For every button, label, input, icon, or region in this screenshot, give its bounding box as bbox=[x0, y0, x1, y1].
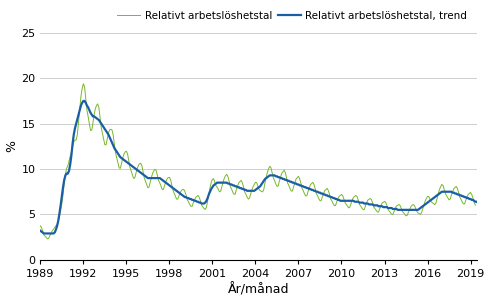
Relativt arbetslöshetstal, trend bbox=[81, 99, 86, 103]
Relativt arbetslöshetstal, trend bbox=[53, 228, 59, 232]
Relativt arbetslöshetstal bbox=[455, 187, 461, 190]
Relativt arbetslöshetstal bbox=[37, 224, 43, 228]
Relativt arbetslöshetstal bbox=[412, 207, 418, 210]
Relativt arbetslöshetstal bbox=[132, 176, 137, 180]
Relativt arbetslöshetstal bbox=[45, 237, 51, 241]
Relativt arbetslöshetstal, trend bbox=[474, 200, 480, 204]
Relativt arbetslöshetstal, trend bbox=[469, 198, 475, 202]
Relativt arbetslöshetstal bbox=[216, 188, 221, 191]
Relativt arbetslöshetstal bbox=[159, 188, 165, 191]
Relativt arbetslöshetstal bbox=[213, 184, 219, 188]
Relativt arbetslöshetstal bbox=[472, 203, 478, 207]
Relativt arbetslöshetstal, trend bbox=[488, 209, 491, 213]
Relativt arbetslöshetstal, trend bbox=[318, 192, 324, 195]
Line: Relativt arbetslöshetstal, trend: Relativt arbetslöshetstal, trend bbox=[40, 101, 491, 233]
X-axis label: År/månad: År/månad bbox=[228, 283, 289, 297]
Y-axis label: %: % bbox=[5, 140, 19, 152]
Relativt arbetslöshetstal, trend bbox=[37, 229, 43, 233]
Relativt arbetslöshetstal, trend bbox=[41, 232, 47, 235]
Relativt arbetslöshetstal bbox=[81, 82, 86, 86]
Legend: Relativt arbetslöshetstal, Relativt arbetslöshetstal, trend: Relativt arbetslöshetstal, Relativt arbe… bbox=[113, 6, 471, 25]
Line: Relativt arbetslöshetstal: Relativt arbetslöshetstal bbox=[40, 84, 475, 239]
Relativt arbetslöshetstal, trend bbox=[288, 180, 294, 184]
Relativt arbetslöshetstal, trend bbox=[218, 181, 224, 185]
